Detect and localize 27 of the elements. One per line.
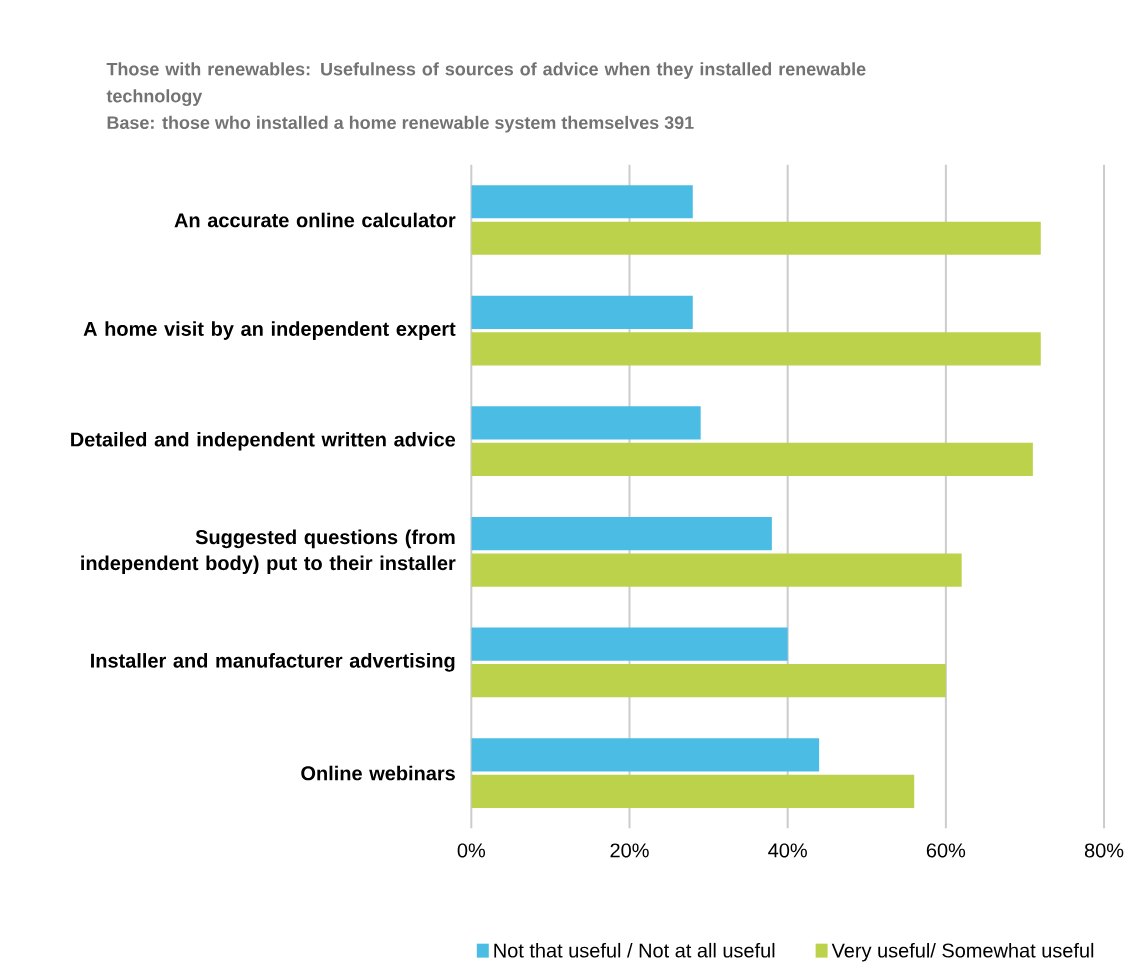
x-tick-label: 40% [768, 843, 807, 858]
bar [471, 185, 693, 219]
bar [471, 627, 788, 661]
chart-title: Those with renewables: Usefulness of sources of advice when they installed renewable technology [106, 62, 866, 107]
bar [471, 516, 772, 551]
y-tick-label: Suggested questions (from independent body) put to their installer [81, 529, 456, 575]
bar [471, 442, 1033, 477]
y-tick-label: Detailed and independent written advice [71, 431, 456, 451]
bar [471, 332, 1041, 366]
y-tick-label: Installer and manufacturer advertising [91, 653, 455, 672]
bar [471, 406, 701, 440]
y-tick-label: An accurate online calculator [174, 212, 456, 228]
x-tick-label: 60% [926, 843, 966, 858]
y-tick-label: Online webinars [301, 765, 455, 781]
bar [471, 664, 946, 698]
x-tick-label: 80% [1084, 843, 1124, 858]
bar [471, 295, 693, 329]
chart-subtitle: Base: those who installed a home renewable system themselves 391 [107, 115, 694, 133]
x-tick-label: 0% [457, 843, 486, 858]
legend-label: Not that useful / Not at all useful [494, 942, 775, 958]
legend-label: Very useful/ Somewhat useful [831, 942, 1094, 962]
y-tick-label: A home visit by an independent expert [83, 321, 456, 340]
bar [471, 221, 1041, 255]
bar [471, 774, 915, 808]
bar [471, 553, 962, 587]
bar [471, 738, 820, 772]
x-tick-label: 20% [610, 843, 649, 858]
